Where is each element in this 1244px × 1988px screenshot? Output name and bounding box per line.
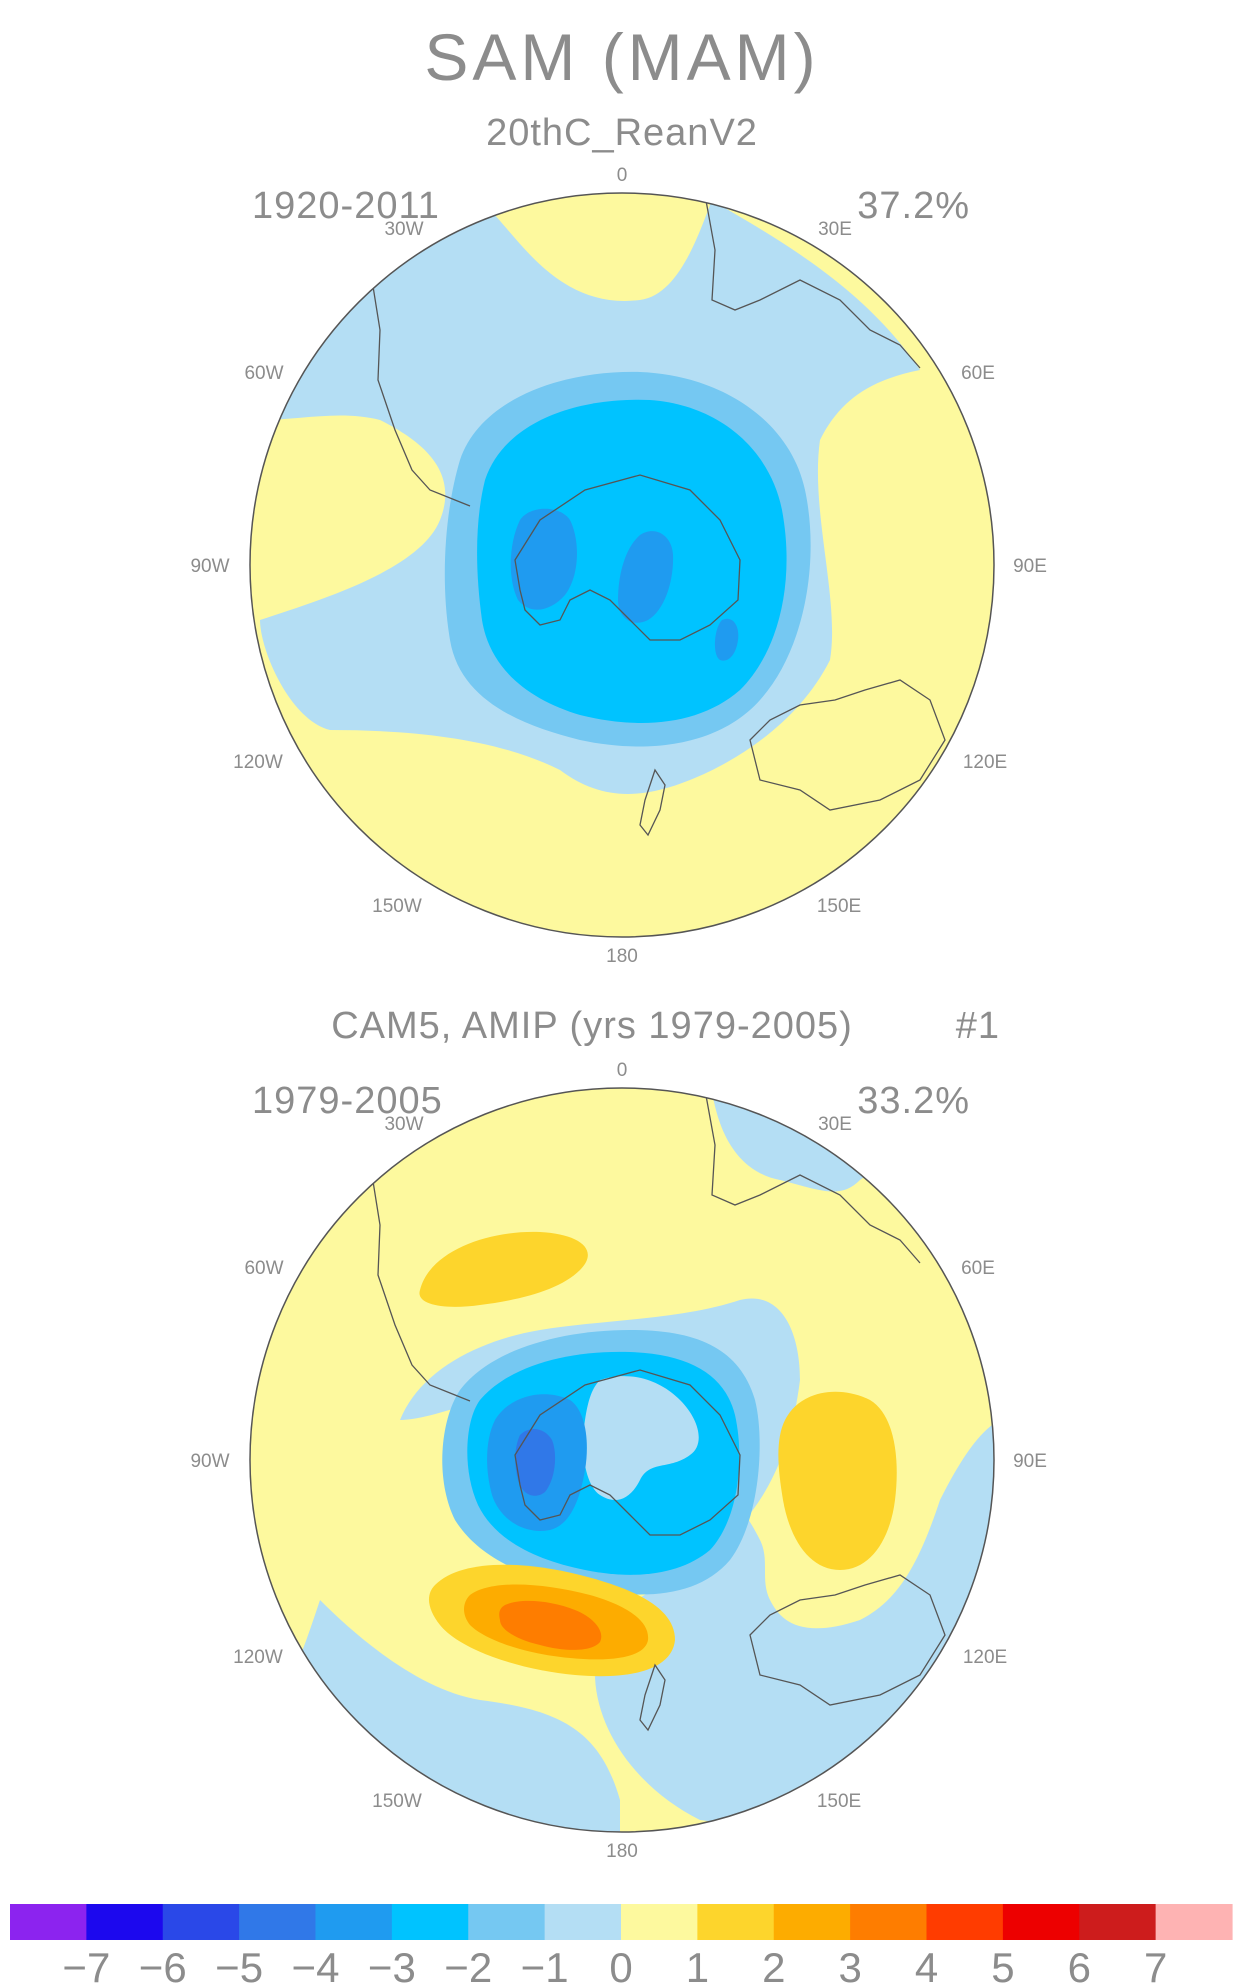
lon-label-60w: 60W <box>244 363 283 384</box>
colorbar-tick-label: 5 <box>991 1944 1014 1988</box>
colorbar-swatch <box>468 1904 546 1940</box>
lon-label-30w: 30W <box>384 219 423 240</box>
panel-1-title: 20thC_ReanV2 <box>486 112 758 154</box>
panel-1-coastlines <box>371 194 946 837</box>
coast-new-zealand <box>639 768 666 837</box>
colorbar: −7 −6 −5 −4 −3 −2 −1 0 1 2 3 4 5 6 7 <box>10 1904 1233 1988</box>
colorbar-swatch <box>1079 1904 1157 1940</box>
panel-2-variance: 33.2% <box>857 1080 970 1122</box>
colorbar-tick-label: 2 <box>762 1944 785 1988</box>
lon-label-180: 180 <box>606 946 638 967</box>
colorbar-tick-label: −6 <box>139 1944 187 1988</box>
colorbar-swatch <box>239 1904 317 1940</box>
lon-label-180-2: 180 <box>606 1841 638 1862</box>
lon-label-120e: 120E <box>963 752 1007 773</box>
coast-antarctica <box>514 474 741 641</box>
coast-new-zealand-2 <box>639 1663 666 1732</box>
lon-label-90w: 90W <box>190 556 229 577</box>
lon-label-120w: 120W <box>233 752 283 773</box>
panel-2-period: 1979-2005 <box>252 1080 443 1122</box>
coast-south-america-2 <box>371 1174 471 1402</box>
contour-positive-1-2a <box>419 1231 588 1307</box>
colorbar-swatch <box>1155 1904 1233 1940</box>
panel-2-run: #1 <box>956 1005 1000 1047</box>
colorbar-swatch <box>850 1904 928 1940</box>
colorbar-tick-label: 0 <box>609 1944 632 1988</box>
panel-2: CAM5, AMIP (yrs 1979-2005) #1 1979-2005 … <box>190 1005 1046 1862</box>
lon-label-0: 0 <box>617 165 628 186</box>
colorbar-swatch <box>621 1904 698 1940</box>
colorbar-swatch <box>10 1904 87 1940</box>
lon-label-30w-2: 30W <box>384 1114 423 1135</box>
contour-positive-1-2b <box>778 1391 897 1570</box>
colorbar-swatch <box>544 1904 622 1940</box>
contour-minus-3b <box>618 531 674 623</box>
coast-australia-2 <box>749 1574 946 1706</box>
coast-australia <box>749 679 946 811</box>
panel-1: 20thC_ReanV2 1920-2011 37.2% 0 30W 30E 6… <box>190 112 1046 967</box>
lon-label-60e-2: 60E <box>961 1258 995 1279</box>
colorbar-swatch <box>697 1904 775 1940</box>
colorbar-swatch <box>315 1904 393 1940</box>
panel-2-coastlines <box>371 1089 946 1732</box>
contour-negative-0-2d <box>583 1376 699 1500</box>
lon-label-150e: 150E <box>817 896 861 917</box>
lon-label-30e-2: 30E <box>818 1114 852 1135</box>
colorbar-swatch <box>391 1904 469 1940</box>
colorbar-tick-label: 6 <box>1068 1944 1091 1988</box>
panel-2-title: CAM5, AMIP (yrs 1979-2005) <box>331 1005 853 1047</box>
lon-label-0-2: 0 <box>617 1060 628 1081</box>
colorbar-tick-label: −1 <box>521 1944 569 1988</box>
contour-positive-3-2 <box>499 1600 602 1650</box>
colorbar-tick-label: 1 <box>686 1944 709 1988</box>
colorbar-tick-label: 4 <box>915 1944 938 1988</box>
colorbar-tick-label: −3 <box>368 1944 416 1988</box>
colorbar-tick-label: −7 <box>62 1944 110 1988</box>
colorbar-swatch <box>773 1904 851 1940</box>
colorbar-tick-label: −5 <box>215 1944 263 1988</box>
colorbar-tick-label: 3 <box>838 1944 861 1988</box>
lon-label-150w: 150W <box>372 896 422 917</box>
lon-label-120w-2: 120W <box>233 1647 283 1668</box>
coast-south-america <box>371 279 471 507</box>
colorbar-tick-label: −4 <box>292 1944 340 1988</box>
lon-label-60w-2: 60W <box>244 1258 283 1279</box>
colorbar-tick-label: 7 <box>1144 1944 1167 1988</box>
panel-2-map <box>250 1088 994 1832</box>
panel-2-map-border <box>249 1087 995 1833</box>
panel-1-period: 1920-2011 <box>252 185 440 227</box>
coast-africa-2 <box>704 1089 921 1264</box>
coast-antarctica-2 <box>514 1369 741 1536</box>
contour-minus-3c <box>714 618 739 661</box>
contour-minus-3 <box>510 508 577 610</box>
lon-label-60e: 60E <box>961 363 995 384</box>
lon-label-120e-2: 120E <box>963 1647 1007 1668</box>
colorbar-swatch <box>926 1904 1004 1940</box>
lon-label-150w-2: 150W <box>372 1791 422 1812</box>
lon-label-90e-2: 90E <box>1013 1451 1047 1472</box>
lon-label-150e-2: 150E <box>817 1791 861 1812</box>
lon-label-30e: 30E <box>818 219 852 240</box>
lon-label-90e: 90E <box>1013 556 1047 577</box>
lon-label-90w-2: 90W <box>190 1451 229 1472</box>
contour-minus-4-2 <box>515 1428 556 1496</box>
figure-title: SAM (MAM) <box>424 20 819 94</box>
colorbar-swatch <box>162 1904 240 1940</box>
colorbar-swatch <box>86 1904 164 1940</box>
panel-1-variance: 37.2% <box>857 185 970 227</box>
panel-1-map-border <box>249 192 995 938</box>
colorbar-tick-label: −2 <box>444 1944 492 1988</box>
coast-africa <box>704 194 921 369</box>
colorbar-swatch <box>1002 1904 1080 1940</box>
panel-1-map <box>250 193 994 937</box>
